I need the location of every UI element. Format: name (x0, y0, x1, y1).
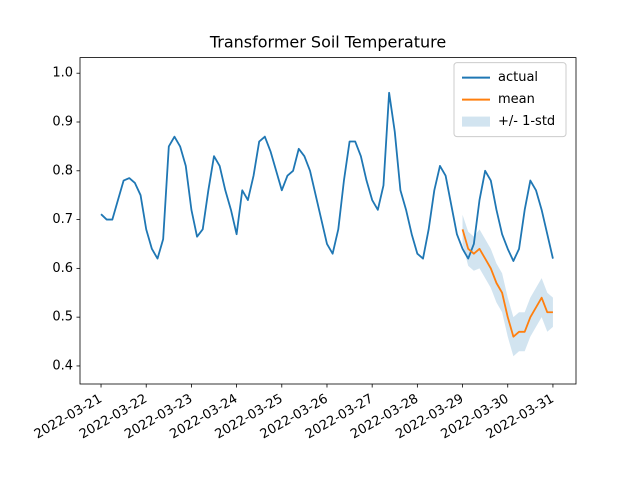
legend-label: actual (498, 70, 538, 85)
y-tick-label: 0.6 (52, 261, 73, 276)
series-line (461, 229, 553, 338)
y-tick-label: 0.9 (52, 115, 73, 130)
legend-label: mean (498, 92, 535, 107)
legend-box (453, 62, 567, 138)
axes-frame (79, 57, 577, 385)
y-tick-label: 1.0 (52, 66, 73, 81)
series-line (100, 91, 554, 262)
y-tick-label: 0.4 (52, 358, 73, 373)
chart-title: Transformer Soil Temperature (209, 33, 446, 52)
legend-label: +/- 1-std (498, 114, 555, 129)
y-tick-label: 0.7 (52, 212, 73, 227)
legend-swatch (462, 116, 490, 127)
y-tick-label: 0.5 (52, 310, 73, 325)
std-band (462, 214, 553, 357)
y-tick-label: 0.8 (52, 163, 73, 178)
